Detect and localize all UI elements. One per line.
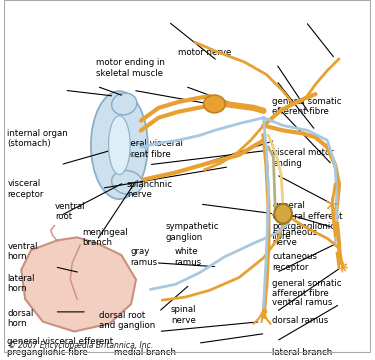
Text: meningeal
branch: meningeal branch — [82, 228, 128, 247]
Text: lateral
horn: lateral horn — [7, 274, 35, 293]
Text: lateral branch: lateral branch — [272, 348, 332, 357]
Text: ventral
root: ventral root — [55, 202, 86, 221]
Text: visceral motor
ending: visceral motor ending — [272, 148, 334, 168]
Text: internal organ
(stomach): internal organ (stomach) — [7, 129, 68, 148]
Text: cutaneous
receptor: cutaneous receptor — [272, 252, 317, 272]
Text: dorsal ramus: dorsal ramus — [272, 316, 328, 325]
Text: © 2007 Encyclopædia Britannica, Inc.: © 2007 Encyclopædia Britannica, Inc. — [8, 341, 153, 350]
Text: general visceral
afferent fibre: general visceral afferent fibre — [114, 139, 183, 159]
Text: motor ending in
skeletal muscle: motor ending in skeletal muscle — [96, 58, 164, 78]
Ellipse shape — [128, 143, 146, 157]
Text: motor nerve: motor nerve — [178, 48, 232, 57]
Ellipse shape — [112, 93, 137, 115]
Polygon shape — [21, 237, 136, 332]
Text: dorsal
horn: dorsal horn — [7, 309, 34, 328]
Text: dorsal root
and ganglion: dorsal root and ganglion — [99, 311, 156, 330]
Text: splanchnic
nerve: splanchnic nerve — [127, 180, 173, 199]
Text: ventral ramus: ventral ramus — [272, 298, 333, 307]
Text: medial branch: medial branch — [114, 348, 176, 357]
Text: sympathetic
ganglion: sympathetic ganglion — [165, 222, 219, 242]
Text: cutaneous
nerve: cutaneous nerve — [272, 228, 317, 247]
Text: general somatic
efferent fibre: general somatic efferent fibre — [272, 97, 342, 117]
Ellipse shape — [112, 171, 143, 194]
Ellipse shape — [108, 116, 130, 175]
Text: white
ramus: white ramus — [175, 247, 202, 266]
Text: general visceral efferent
preganglionic fibre: general visceral efferent preganglionic … — [7, 337, 113, 357]
Text: ventral
horn: ventral horn — [7, 242, 38, 261]
Ellipse shape — [204, 95, 225, 113]
Ellipse shape — [91, 91, 148, 199]
Text: spinal
nerve: spinal nerve — [171, 305, 196, 325]
Text: gray
ramus: gray ramus — [130, 247, 158, 266]
Text: general somatic
afferent fibre: general somatic afferent fibre — [272, 279, 342, 298]
Ellipse shape — [274, 204, 292, 224]
Text: general
visceral efferent
postganglionic
fibre: general visceral efferent postganglionic… — [272, 201, 343, 242]
Text: visceral
receptor: visceral receptor — [7, 179, 44, 199]
